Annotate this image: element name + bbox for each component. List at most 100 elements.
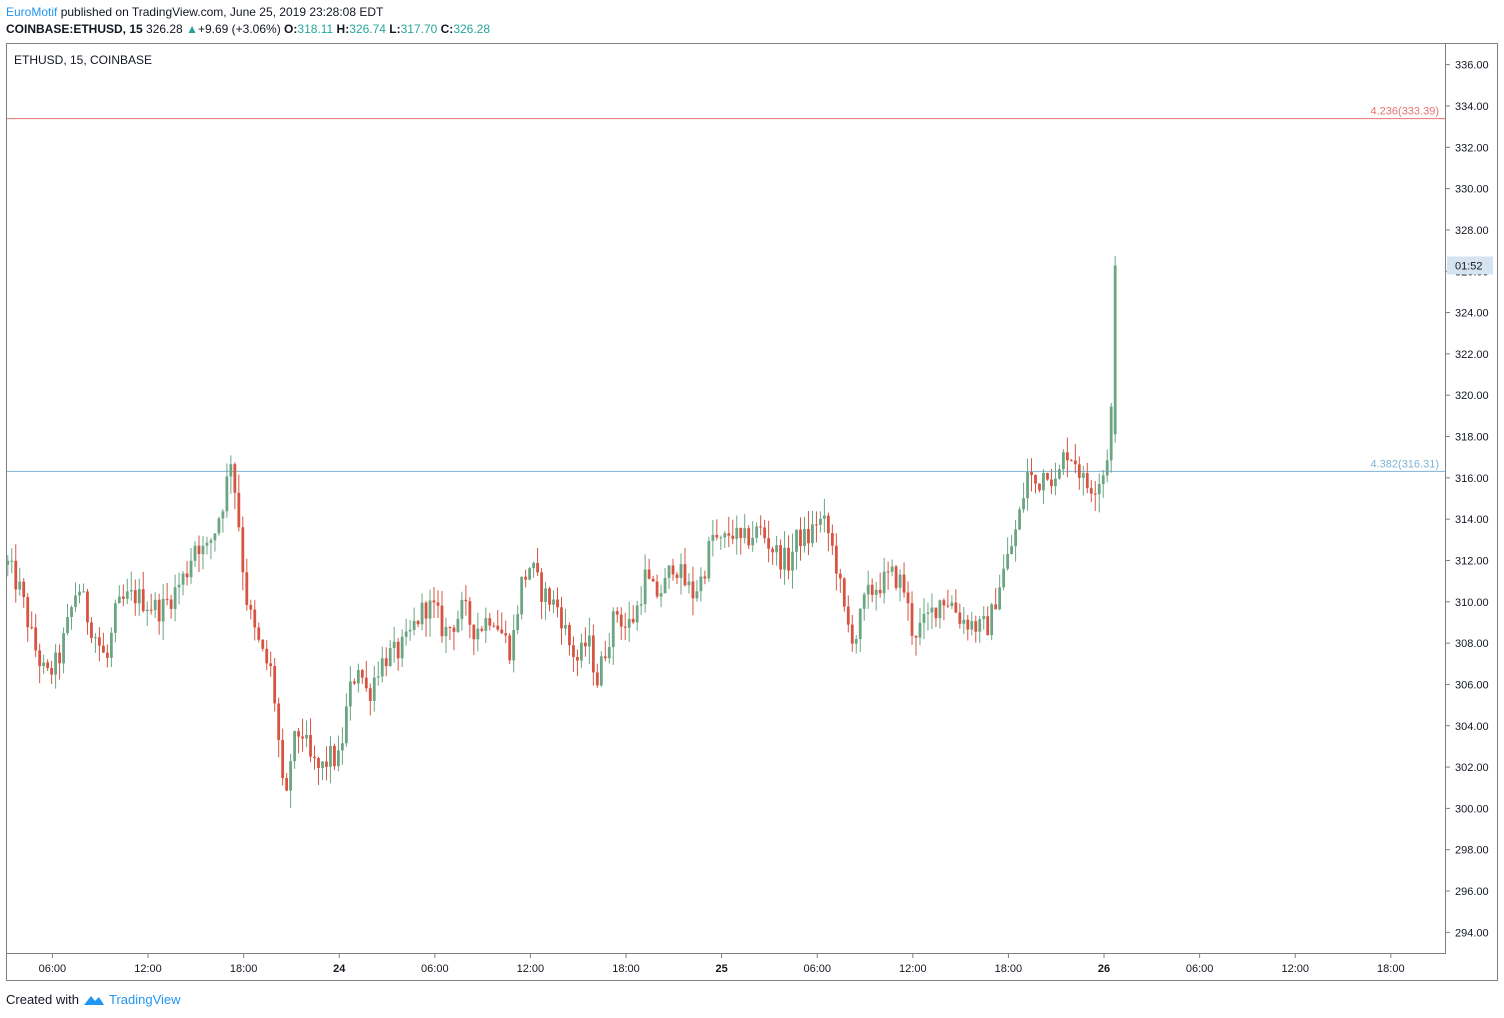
y-tick-label: 302.00 — [1455, 762, 1489, 774]
x-tick-label: 06:00 — [803, 963, 831, 975]
candle-body — [866, 584, 870, 595]
candle-body — [611, 611, 615, 648]
y-tick-label: 328.00 — [1455, 225, 1489, 237]
candle-body — [870, 584, 874, 595]
candle-body — [536, 562, 539, 573]
close-label: C: — [440, 22, 454, 36]
candle-body — [1026, 472, 1029, 499]
y-tick-label: 336.00 — [1455, 60, 1489, 72]
candle-body — [639, 604, 643, 606]
candle-body — [1101, 475, 1105, 485]
y-tick-label: 300.00 — [1455, 803, 1489, 815]
candle-body — [257, 627, 261, 640]
candle-body — [803, 528, 806, 547]
candle-body — [86, 591, 89, 623]
candle-body — [1042, 473, 1045, 491]
candle-body — [564, 625, 567, 629]
candle-body — [934, 607, 938, 619]
candle-body — [341, 743, 344, 751]
candle-body — [329, 745, 332, 767]
candle-body — [731, 535, 735, 539]
candle-body — [942, 600, 946, 606]
x-tick-label: 06:00 — [421, 963, 449, 975]
candle-body — [532, 562, 535, 569]
y-tick-label: 312.00 — [1455, 555, 1489, 567]
candle-body — [74, 595, 77, 608]
candle-body — [42, 662, 46, 667]
created-with-text: Created with — [6, 992, 79, 1007]
candle-body — [627, 618, 631, 628]
candle-body — [751, 537, 755, 546]
candle-body — [811, 524, 814, 544]
candle-body — [799, 529, 802, 547]
fib-level-label: 4.382(316.31) — [1371, 458, 1440, 470]
x-tick-label: 06:00 — [39, 963, 67, 975]
candle-body — [245, 572, 249, 606]
candle-body — [747, 528, 751, 546]
candle-body — [305, 734, 308, 739]
candle-body — [273, 666, 277, 704]
candle-body — [492, 625, 496, 627]
candle-body — [599, 656, 603, 686]
candle-body — [1022, 498, 1025, 510]
publish-info: EuroMotif published on TradingView.com, … — [6, 5, 383, 19]
candle-body — [540, 572, 543, 602]
y-tick-label: 298.00 — [1455, 845, 1489, 857]
candle-body — [392, 641, 396, 648]
y-tick-label: 322.00 — [1455, 349, 1489, 361]
candle-body — [898, 574, 902, 588]
y-tick-label: 310.00 — [1455, 597, 1489, 609]
chart-title: ETHUSD, 15, COINBASE — [14, 53, 152, 67]
candle-body — [675, 574, 679, 579]
candle-body — [38, 650, 42, 667]
candle-body — [842, 578, 846, 607]
candle-body — [368, 688, 372, 701]
candle-body — [1002, 568, 1006, 588]
candle-body — [424, 602, 428, 619]
candle-body — [966, 619, 970, 630]
candle-body — [667, 565, 671, 578]
change-arrow-icon: ▲ — [186, 22, 198, 36]
candle-body — [874, 589, 878, 595]
candle-body — [591, 635, 595, 673]
candle-body — [990, 604, 994, 636]
candle-body — [325, 761, 328, 767]
candle-body — [508, 635, 512, 661]
candle-body — [1054, 478, 1057, 487]
candle-body — [834, 545, 838, 574]
candle-body — [651, 578, 655, 582]
x-tick-label: 24 — [333, 963, 346, 975]
candle-body — [22, 581, 26, 598]
candle-body — [313, 756, 316, 759]
candle-body — [576, 656, 579, 661]
x-tick-label: 12:00 — [1281, 963, 1309, 975]
open-label: O: — [284, 22, 298, 36]
footer: Created with TradingView — [6, 992, 181, 1007]
candle-body — [237, 492, 241, 528]
candle-body — [1109, 406, 1113, 461]
publish-text: published on TradingView.com, June 25, 2… — [60, 5, 384, 19]
candle-body — [241, 527, 245, 573]
candle-body — [185, 573, 189, 578]
badge-box — [1447, 256, 1493, 275]
candle-body — [468, 601, 472, 625]
candle-body — [735, 527, 739, 539]
candle-body — [404, 631, 408, 637]
candle-body — [121, 596, 125, 599]
candle-body — [1030, 472, 1033, 476]
author-link[interactable]: EuroMotif — [6, 5, 58, 19]
candle-body — [890, 566, 894, 572]
candle-body — [1038, 483, 1041, 491]
candle-body — [360, 670, 364, 678]
axis-frame — [6, 43, 1498, 981]
candle-body — [157, 599, 161, 622]
candle-body — [456, 618, 460, 632]
candle-body — [1058, 469, 1061, 479]
tradingview-brand[interactable]: TradingView — [108, 992, 181, 1007]
candle-body — [221, 511, 225, 519]
candle-body — [321, 761, 324, 768]
candle-body — [982, 616, 986, 620]
y-tick-label: 324.00 — [1455, 308, 1489, 320]
candle-body — [631, 618, 635, 623]
